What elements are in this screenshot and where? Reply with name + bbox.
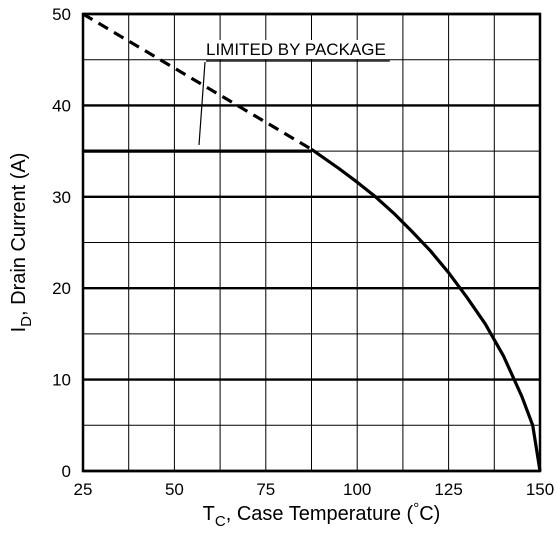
x-axis-title-subscript: C xyxy=(215,513,226,530)
x-tick-label: 50 xyxy=(165,480,184,499)
y-tick-label: 50 xyxy=(52,5,71,24)
grid xyxy=(82,12,541,473)
x-tick-label: 100 xyxy=(343,480,371,499)
series-group xyxy=(82,12,542,472)
y-axis-title-rest: , Drain Current (A) xyxy=(8,153,30,316)
y-tick-label: 30 xyxy=(52,188,71,207)
x-axis-title-rest: , Case Temperature ( xyxy=(226,503,414,525)
x-axis-title-degree: ° xyxy=(413,500,419,517)
x-axis-title: TC, Case Temperature (°C) xyxy=(203,500,441,530)
x-axis-title-unit: C) xyxy=(419,503,440,525)
y-tick-label: 20 xyxy=(52,279,71,298)
series-line-3-solid xyxy=(310,147,542,472)
y-tick-label: 40 xyxy=(52,96,71,115)
x-tick-label: 150 xyxy=(526,480,554,499)
tick-labels: 25 50 75 100 125 150 0 10 20 30 40 50 xyxy=(52,5,554,499)
series-line-2-dashed xyxy=(82,12,313,151)
y-axis-title-main: I xyxy=(8,327,30,333)
y-tick-label: 0 xyxy=(62,462,71,481)
x-axis-title-main: T xyxy=(203,503,215,525)
annotation-group: LIMITED BY PACKAGE xyxy=(198,40,390,146)
x-tick-label: 125 xyxy=(434,480,462,499)
annotation-label: LIMITED BY PACKAGE xyxy=(206,40,386,59)
y-tick-label: 10 xyxy=(52,371,71,390)
annotation-background xyxy=(204,40,388,59)
x-tick-label: 75 xyxy=(256,480,275,499)
y-axis-title: ID, Drain Current (A) xyxy=(8,153,35,333)
x-tick-label: 25 xyxy=(74,480,93,499)
y-axis-title-subscript: D xyxy=(18,316,35,327)
plot-frame xyxy=(81,12,542,473)
annotation-leader-line xyxy=(198,61,206,146)
